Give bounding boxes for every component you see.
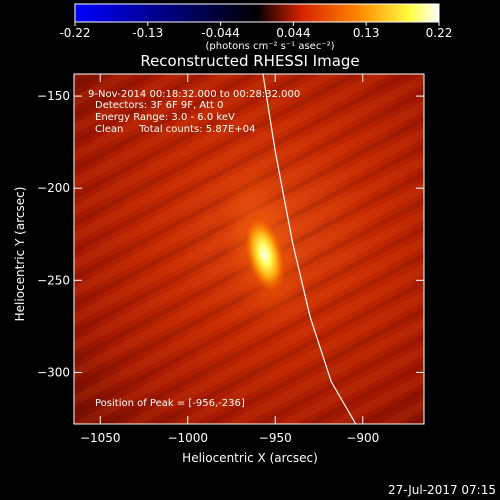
y-axis: −150 −200 −250 −300	[37, 89, 424, 379]
flare-source	[242, 213, 287, 296]
x-axis-label: Heliocentric X (arcsec)	[182, 451, 318, 465]
colorbar-gradient	[74, 3, 440, 23]
colorbar-ticks: -0.22 -0.13 -0.044 0.044 0.13 0.22	[59, 22, 452, 40]
annotation-energy-range: Energy Range: 3.0 - 6.0 keV	[95, 112, 235, 123]
y-tick-label: −150	[37, 89, 70, 103]
colorbar-tick-label: -0.044	[201, 26, 240, 40]
colorbar: -0.22 -0.13 -0.044 0.044 0.13 0.22 (photons c…	[59, 3, 452, 52]
x-axis: −1050 −1000 −950 −900	[80, 74, 379, 445]
colorbar-tick-label: 0.13	[353, 26, 380, 40]
footer-date: 27-Jul-2017 07:15	[388, 483, 496, 497]
x-tick-label: −900	[346, 431, 379, 445]
colorbar-tick-label: -0.13	[132, 26, 163, 40]
y-tick-label: −300	[37, 365, 70, 379]
annotation-method: Clean Total counts: 5.87E+04	[95, 124, 255, 135]
solar-limb	[262, 74, 357, 424]
plot-area: −1050 −1000 −950 −900 −150 −200 −250 −300 9-No…	[37, 73, 425, 445]
y-tick-label: −250	[37, 273, 70, 287]
colorbar-tick-label: -0.22	[59, 26, 90, 40]
x-tick-label: −1050	[80, 431, 121, 445]
y-tick-label: −200	[37, 181, 70, 195]
chart-title: Reconstructed RHESSI Image	[140, 52, 359, 70]
colorbar-tick-label: 0.22	[426, 26, 453, 40]
colorbar-units: (photons cm⁻² s⁻¹ asec⁻²)	[205, 41, 334, 52]
y-axis-label: Heliocentric Y (arcsec)	[13, 187, 27, 322]
plot-frame	[73, 73, 425, 425]
annotation-detectors: Detectors: 3F 6F 9F, Att 0	[95, 100, 223, 111]
x-tick-label: −950	[259, 431, 292, 445]
x-tick-label: −1000	[167, 431, 208, 445]
annotation-time-range: 9-Nov-2014 00:18:32.000 to 00:28:32.000	[88, 89, 300, 100]
annotation-peak-position: Position of Peak = [-956,-236]	[95, 398, 245, 409]
colorbar-tick-label: 0.044	[276, 26, 310, 40]
